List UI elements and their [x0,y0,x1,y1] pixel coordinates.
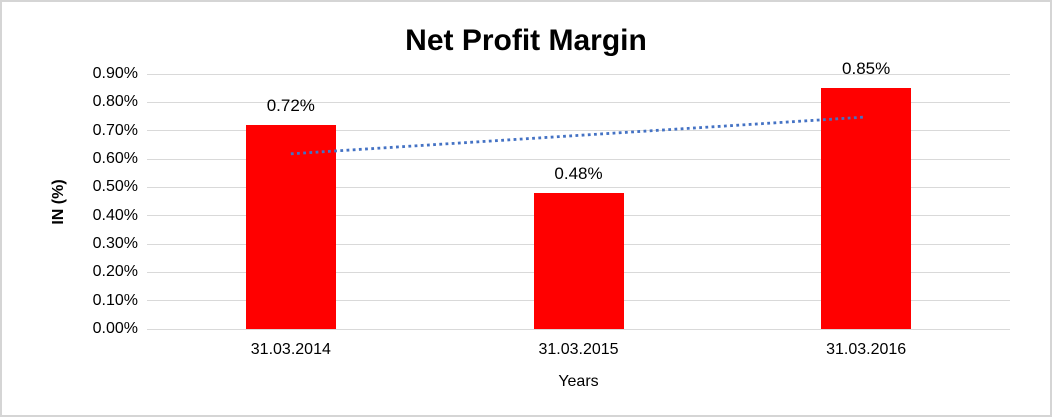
gridline [147,73,1010,75]
y-tick-label: 0.60% [92,150,138,167]
trendline [290,115,867,156]
x-axis-title: Years [558,373,599,390]
bar [533,193,624,329]
plot-area: 0.72% 0.48% 0.85% [147,59,1010,330]
y-tick-label: 0.20% [92,263,138,281]
y-tick-label: 0.00% [92,320,138,337]
gridline [147,158,1010,160]
y-tick-label: 0.50% [92,178,138,196]
chart-title: Net Profit Margin [405,24,647,57]
x-tick-label: 31.03.2015 [538,341,619,358]
gridline [147,130,1010,132]
y-tick-label: 0.40% [92,206,138,224]
gridline [147,101,1010,103]
y-tick-label: 0.10% [92,291,138,309]
y-tick-label: 0.30% [92,235,138,252]
y-tick-label: 0.70% [92,121,138,139]
gridline [147,186,1010,188]
bar [245,125,336,329]
bar-value-label: 0.72% [266,96,315,115]
y-tick-label: 0.80% [92,93,138,111]
bar-value-label: 0.48% [554,164,603,183]
y-tick-label: 0.90% [92,65,138,82]
gridline [147,328,1010,330]
bar-value-label: 0.85% [842,59,891,79]
x-tick-label: 31.03.2014 [250,341,331,358]
bar [821,88,912,329]
x-tick-label: 31.03.2016 [826,341,907,358]
